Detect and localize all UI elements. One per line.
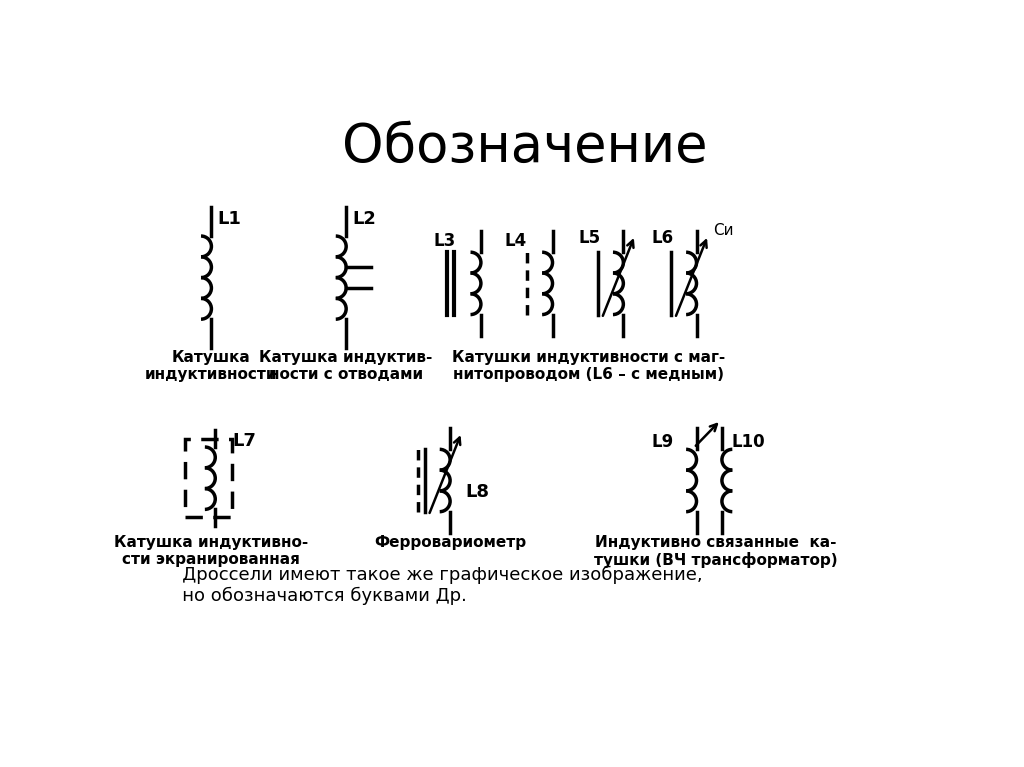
- Text: L6: L6: [652, 229, 674, 247]
- Text: Обозначение: Обозначение: [342, 120, 708, 173]
- Text: L2: L2: [352, 210, 376, 228]
- Text: L10: L10: [731, 433, 765, 451]
- Text: Катушка
индуктивности: Катушка индуктивности: [145, 350, 278, 383]
- Text: Катушки индуктивности с маг-
нитопроводом (L6 – с медным): Катушки индуктивности с маг- нитопроводо…: [452, 350, 725, 383]
- Text: L8: L8: [466, 483, 489, 502]
- Text: Си: Си: [714, 223, 734, 238]
- Text: L5: L5: [579, 229, 601, 247]
- Text: Дроссели имеют такое же графическое изображение,
   но обозначаются буквами Др.: Дроссели имеют такое же графическое изоб…: [165, 565, 702, 605]
- Text: L4: L4: [505, 232, 527, 249]
- Text: Катушка индуктивно-
сти экранированная: Катушка индуктивно- сти экранированная: [115, 535, 308, 567]
- Text: Катушка индуктив-
ности с отводами: Катушка индуктив- ности с отводами: [259, 350, 433, 383]
- Text: Индуктивно связанные  ка-
тушки (ВЧ трансформатор): Индуктивно связанные ка- тушки (ВЧ транс…: [594, 535, 838, 568]
- Text: L1: L1: [217, 210, 242, 228]
- Bar: [185, 439, 232, 517]
- Text: L3: L3: [433, 232, 456, 249]
- Text: L9: L9: [652, 433, 674, 451]
- Text: L7: L7: [232, 432, 256, 450]
- Text: Ферровариометр: Ферровариометр: [374, 535, 526, 550]
